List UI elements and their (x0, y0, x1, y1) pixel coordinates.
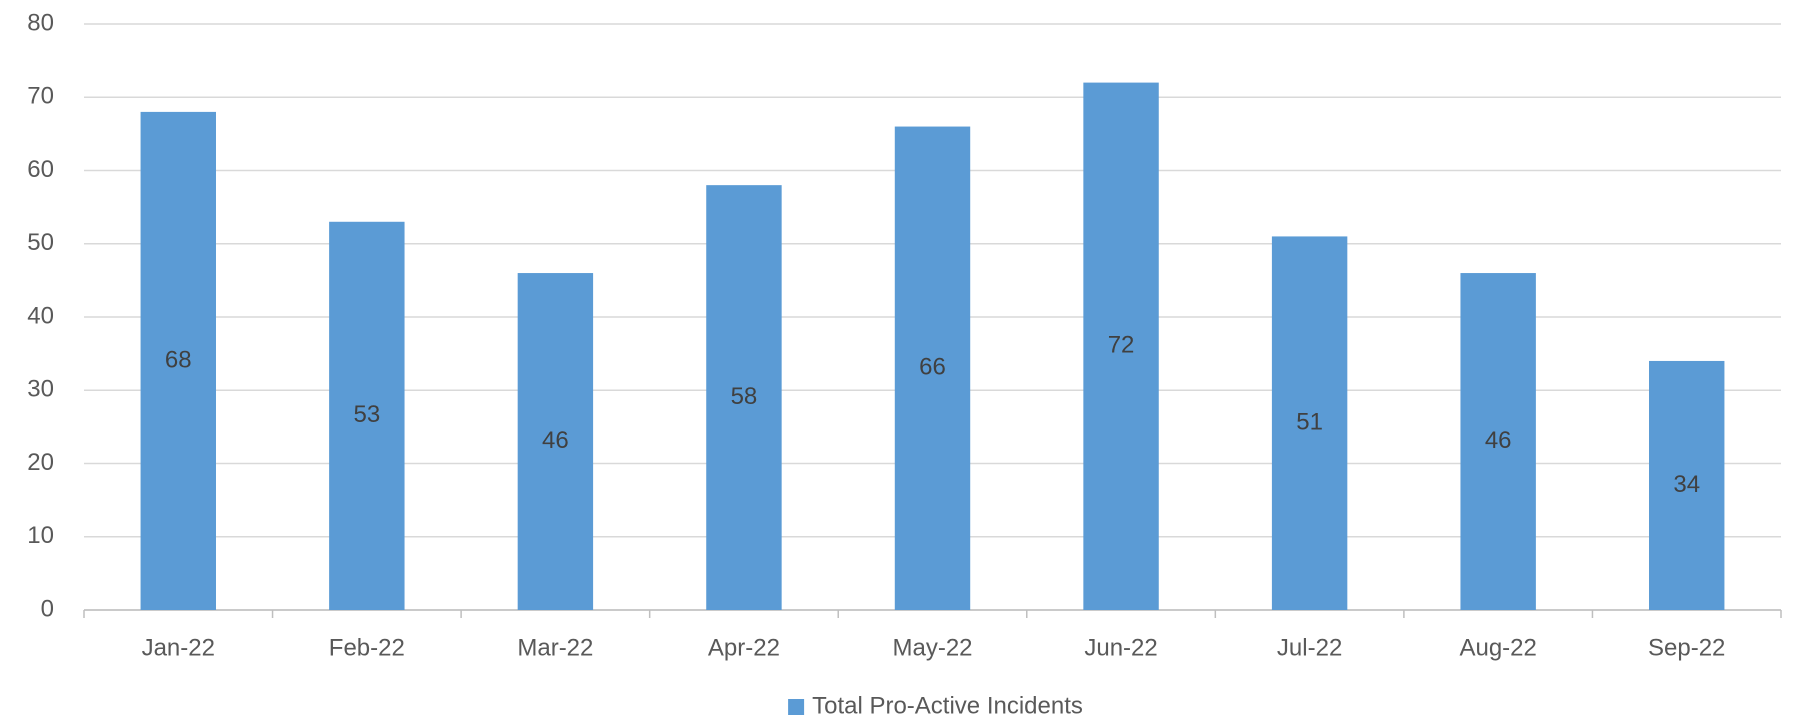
y-tick-label: 20 (27, 449, 54, 476)
x-tick-label: Jan-22 (142, 634, 215, 661)
bar (517, 273, 594, 610)
legend-label: Total Pro-Active Incidents (812, 692, 1083, 719)
legend-swatch (788, 699, 805, 715)
y-tick-label: 0 (41, 595, 54, 622)
bar (1083, 82, 1159, 611)
x-tick-label: Mar-22 (517, 634, 593, 661)
y-tick-label: 40 (27, 302, 54, 329)
bar (1649, 360, 1725, 610)
data-label: 58 (731, 383, 758, 410)
x-tick-label: Jun-22 (1084, 634, 1157, 661)
bar (329, 221, 405, 610)
y-tick-label: 60 (27, 156, 54, 183)
data-label: 34 (1673, 471, 1700, 498)
data-label: 46 (1485, 427, 1512, 454)
data-label: 53 (353, 401, 380, 428)
data-label: 66 (919, 354, 946, 381)
data-label: 72 (1108, 332, 1135, 359)
y-tick-label: 10 (27, 522, 54, 549)
data-label: 51 (1296, 409, 1323, 436)
y-tick-label: 70 (27, 83, 54, 110)
bar (706, 185, 782, 610)
bar (1460, 273, 1536, 610)
bar (1271, 236, 1348, 611)
y-tick-label: 80 (27, 9, 54, 36)
bar (894, 126, 971, 611)
x-tick-label: May-22 (892, 634, 972, 661)
y-tick-label: 30 (27, 376, 54, 403)
data-label: 46 (542, 427, 569, 454)
data-label: 68 (165, 346, 192, 373)
x-tick-label: Apr-22 (708, 634, 780, 661)
x-tick-label: Sep-22 (1648, 634, 1725, 661)
x-tick-label: Feb-22 (329, 634, 405, 661)
y-tick-label: 50 (27, 229, 54, 256)
x-tick-label: Aug-22 (1459, 634, 1536, 661)
x-tick-label: Jul-22 (1277, 634, 1342, 661)
bar (140, 111, 216, 611)
